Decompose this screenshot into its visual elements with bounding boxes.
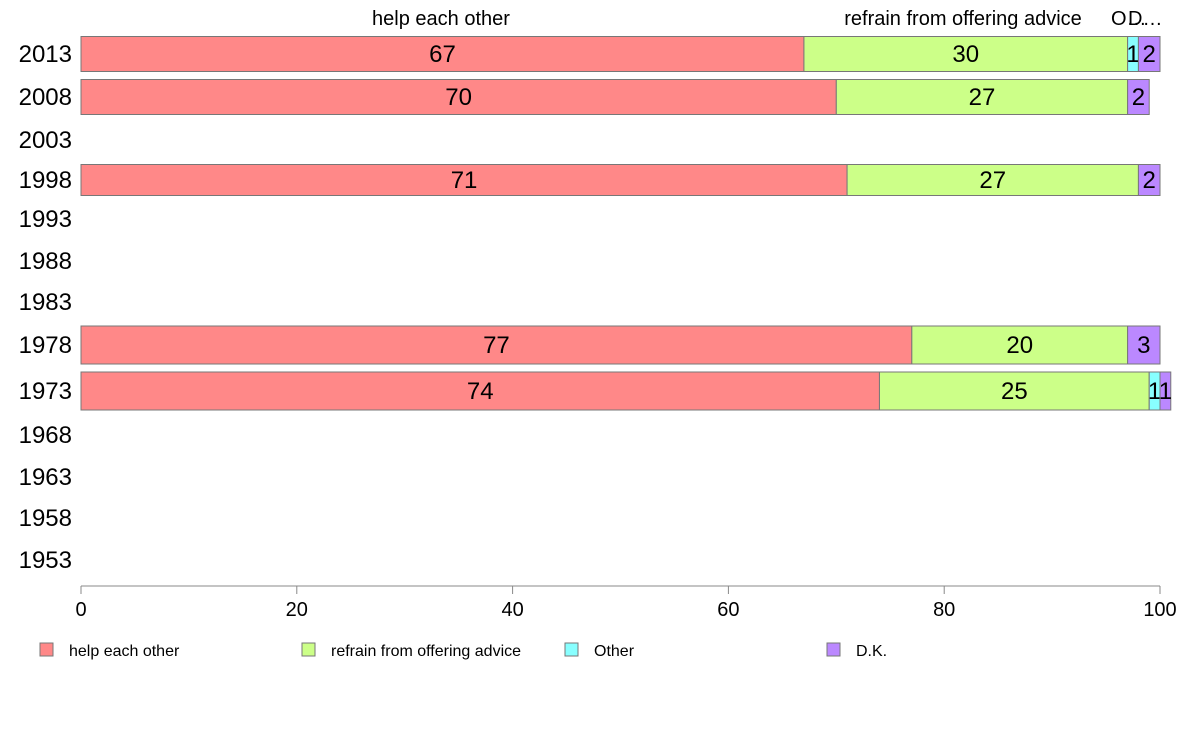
data-label: 3 — [1137, 332, 1150, 359]
x-axis: 0 20 40 60 80 100 — [75, 585, 1177, 621]
legend: help each other refrain from offering adv… — [39, 642, 887, 660]
row-1973: 1973 74 25 11 — [19, 371, 1172, 411]
x-tick-label: 100 — [1143, 599, 1176, 621]
data-label: 2 — [1143, 41, 1156, 68]
x-tick-label: 40 — [501, 599, 523, 621]
row-1968: 1968 — [19, 422, 72, 449]
bar-segment-help-each-other — [80, 79, 837, 115]
bar-segment-d-k — [1137, 164, 1161, 196]
data-label: 20 — [1006, 332, 1033, 359]
year-label: 1993 — [19, 206, 72, 233]
year-label: 2013 — [19, 41, 72, 68]
data-label: 1 — [1159, 378, 1172, 405]
bar-segment-d-k — [1159, 371, 1172, 411]
year-label: 2008 — [19, 84, 72, 111]
data-label: 25 — [1001, 378, 1028, 405]
legend-swatch — [564, 642, 579, 657]
year-label: 1968 — [19, 422, 72, 449]
data-label: 70 — [445, 84, 472, 111]
year-label: 1953 — [19, 547, 72, 574]
row-1993: 1993 — [19, 206, 72, 233]
row-1983: 1983 — [19, 289, 72, 316]
legend-item-other: Other — [564, 642, 635, 660]
legend-label: Other — [594, 643, 635, 660]
data-label: 27 — [969, 84, 996, 111]
row-2013: 2013 67 30 1 2 — [19, 36, 1161, 72]
bar-segment-refrain-from-offering-advice — [846, 164, 1139, 196]
data-label: 77 — [483, 332, 510, 359]
data-label: 1 — [1148, 378, 1161, 405]
x-tick-label: 0 — [75, 599, 86, 621]
data-label: 1 — [1126, 41, 1139, 68]
row-2003: 2003 — [19, 127, 72, 154]
year-label: 1958 — [19, 505, 72, 532]
data-label: 71 — [451, 167, 478, 194]
bar-segment-d-k — [1137, 36, 1161, 72]
legend-label: D.K. — [856, 643, 887, 660]
year-label: 1963 — [19, 464, 72, 491]
x-tick-label: 20 — [286, 599, 308, 621]
year-label: 2003 — [19, 127, 72, 154]
bar-segment-refrain-from-offering-advice — [911, 325, 1129, 365]
data-label: 27 — [979, 167, 1006, 194]
x-tick-label: 60 — [717, 599, 739, 621]
legend-swatch — [301, 642, 316, 657]
row-1958: 1958 — [19, 505, 72, 532]
year-label: 1973 — [19, 378, 72, 405]
column-headers: help each other refrain from offering adv… — [372, 8, 1162, 30]
row-1963: 1963 — [19, 464, 72, 491]
x-tick-label: 80 — [933, 599, 955, 621]
data-label: 2 — [1132, 84, 1145, 111]
data-label: 30 — [952, 41, 979, 68]
year-label: 1978 — [19, 332, 72, 359]
row-1988: 1988 — [19, 248, 72, 275]
row-1978: 1978 77 20 3 — [19, 325, 1161, 365]
legend-label: refrain from offering advice — [331, 643, 521, 660]
year-label: 1988 — [19, 248, 72, 275]
column-header-1: help each other — [372, 8, 510, 30]
data-label: 74 — [467, 378, 494, 405]
year-label: 1998 — [19, 167, 72, 194]
column-header-2: refrain from offering advice — [844, 8, 1082, 30]
legend-swatch — [826, 642, 841, 657]
year-label: 1983 — [19, 289, 72, 316]
legend-item-help-each-other: help each other — [39, 642, 180, 660]
row-2008: 2008 70 27 2 — [19, 79, 1150, 115]
legend-swatch — [39, 642, 54, 657]
bar-segment-d-k — [1127, 79, 1150, 115]
bar-segment-d-k — [1127, 325, 1161, 365]
legend-label: help each other — [69, 643, 180, 660]
column-header-3: O… — [1111, 8, 1147, 30]
legend-item-refrain-from-offering-advice: refrain from offering advice — [301, 642, 521, 660]
bar-segment-help-each-other — [80, 325, 913, 365]
bar-segment-refrain-from-offering-advice — [803, 36, 1129, 72]
data-label: 2 — [1143, 167, 1156, 194]
row-1998: 1998 71 27 2 — [19, 164, 1161, 196]
legend-item-d-k: D.K. — [826, 642, 887, 660]
row-1953: 1953 — [19, 547, 72, 574]
bar-segment-help-each-other — [80, 371, 880, 411]
bar-segment-refrain-from-offering-advice — [878, 371, 1150, 411]
data-label: 67 — [429, 41, 456, 68]
column-header-4: D… — [1128, 8, 1162, 30]
bar-segment-help-each-other — [80, 164, 848, 196]
